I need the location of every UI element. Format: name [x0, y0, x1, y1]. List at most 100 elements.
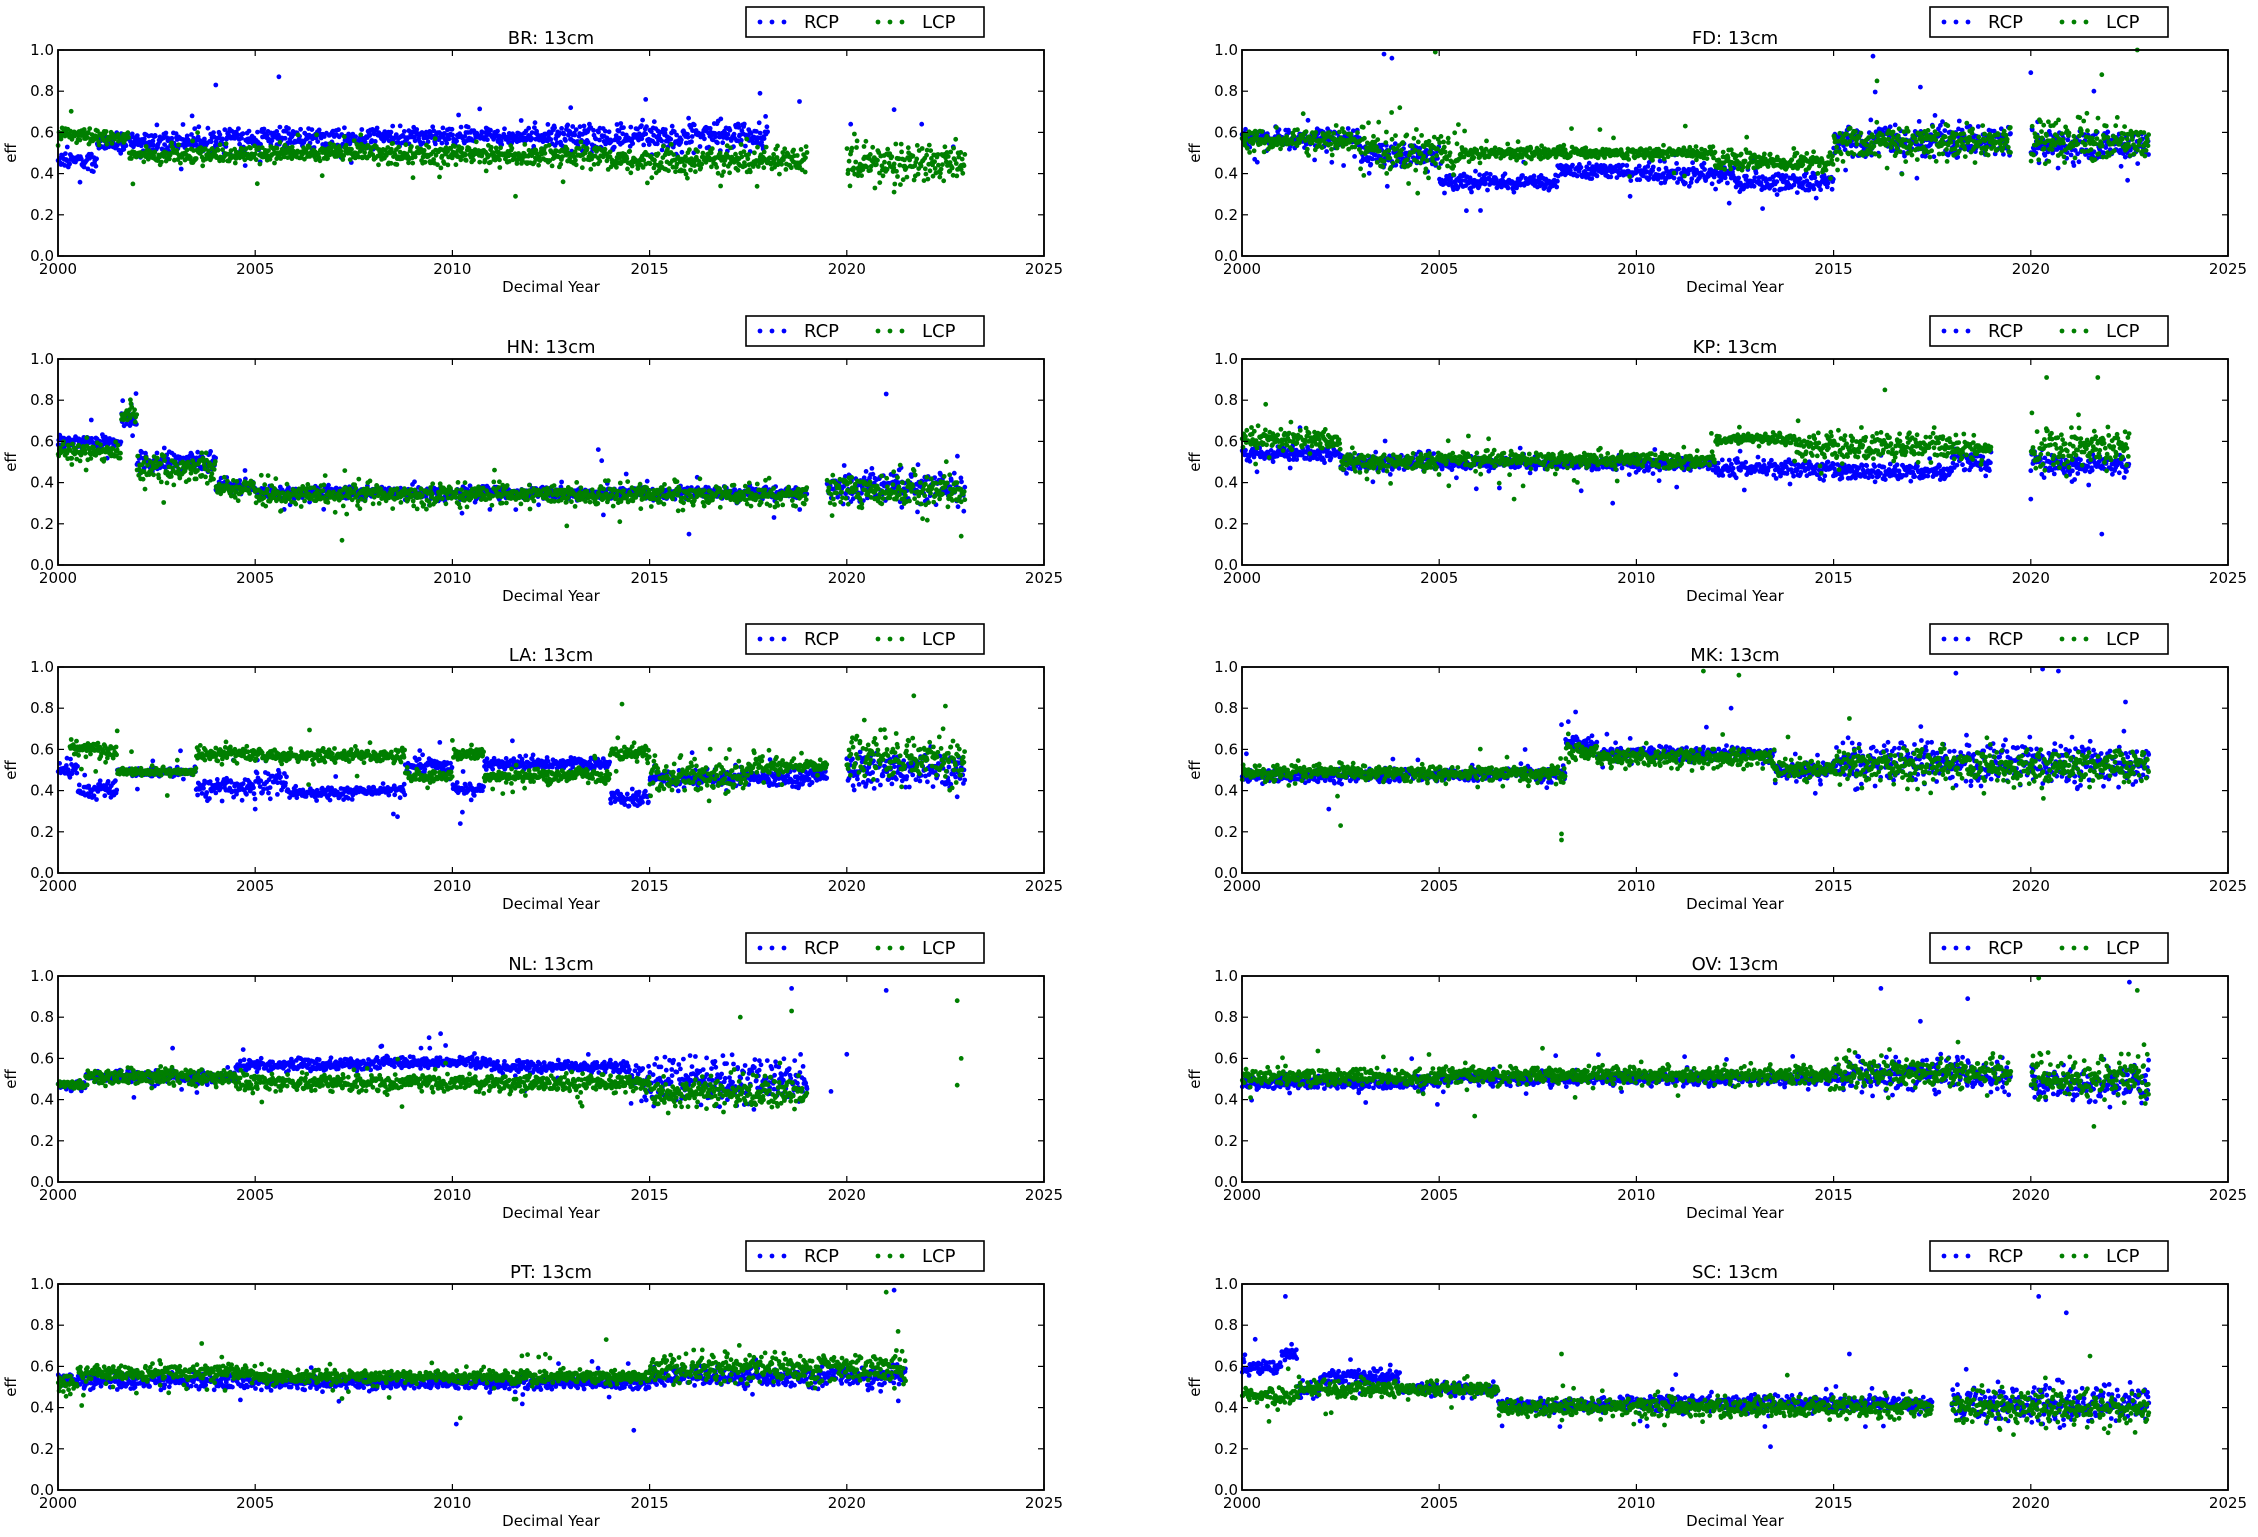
point-rcp [179, 167, 184, 172]
point-rcp [1754, 171, 1759, 176]
point-rcp [618, 121, 623, 126]
point-lcp [805, 150, 810, 155]
point-rcp [1818, 187, 1823, 192]
point-rcp [1488, 172, 1493, 177]
point-rcp [485, 137, 490, 142]
point-lcp [498, 145, 503, 150]
point-rcp [1873, 90, 1878, 95]
point-lcp [318, 158, 323, 163]
point-lcp [579, 140, 584, 145]
point-lcp [97, 143, 102, 148]
point-lcp [659, 160, 664, 165]
point-rcp [702, 136, 707, 141]
point-lcp [958, 150, 963, 155]
point-lcp [746, 152, 751, 157]
point-rcp [591, 128, 596, 133]
point-lcp [853, 160, 858, 165]
point-rcp [1657, 167, 1662, 172]
point-rcp [726, 132, 731, 137]
point-rcp [715, 140, 720, 145]
point-rcp [565, 123, 570, 128]
point-lcp [728, 145, 733, 150]
point-rcp [2105, 130, 2110, 135]
point-lcp [396, 145, 401, 150]
point-lcp [233, 161, 238, 166]
point-rcp [502, 126, 507, 131]
point-rcp [607, 129, 612, 134]
point-rcp [1512, 190, 1517, 195]
point-rcp [211, 130, 216, 135]
point-lcp [126, 130, 131, 135]
point-rcp [65, 145, 70, 150]
point-rcp [1843, 168, 1848, 173]
point-rcp [192, 126, 197, 131]
point-rcp [1595, 174, 1600, 179]
point-lcp [1252, 148, 1257, 153]
point-lcp [762, 150, 767, 155]
point-rcp [574, 127, 579, 132]
point-lcp [200, 163, 205, 168]
point-rcp [78, 180, 83, 185]
point-lcp [782, 146, 787, 151]
point-lcp-outlier [513, 194, 518, 199]
point-rcp [164, 131, 169, 136]
chart-title: BR: 13cm [508, 28, 594, 49]
point-rcp [389, 130, 394, 135]
point-lcp [692, 163, 697, 168]
point-lcp [342, 134, 347, 139]
point-lcp [153, 150, 158, 155]
point-rcp [680, 150, 685, 155]
point-lcp [799, 147, 804, 152]
point-rcp [390, 124, 395, 129]
point-lcp [893, 142, 898, 147]
point-rcp [1469, 190, 1474, 195]
point-rcp [765, 129, 770, 134]
point-lcp [588, 167, 593, 172]
point-rcp-outlier [277, 74, 282, 79]
point-rcp [1368, 162, 1373, 167]
point-lcp [755, 145, 760, 150]
point-lcp [960, 171, 965, 176]
point-rcp [708, 126, 713, 131]
point-lcp [454, 162, 459, 167]
point-rcp [181, 122, 186, 127]
point-lcp [1292, 134, 1297, 139]
point-rcp [686, 135, 691, 140]
point-rcp [1676, 167, 1681, 172]
point-rcp-outlier [190, 114, 195, 119]
point-rcp [663, 127, 668, 132]
point-lcp [497, 157, 502, 162]
point-rcp [2056, 166, 2061, 171]
point-lcp [258, 162, 263, 167]
point-rcp [218, 132, 223, 137]
point-rcp [1702, 167, 1707, 172]
point-rcp [359, 127, 364, 132]
point-lcp [105, 142, 110, 147]
point-rcp [1312, 158, 1317, 163]
point-rcp [1942, 128, 1947, 133]
point-rcp [1554, 185, 1559, 190]
legend-label-rcp: RCP [804, 12, 839, 33]
point-lcp [224, 141, 229, 146]
point-rcp [1674, 161, 1679, 166]
point-lcp [87, 126, 92, 131]
point-lcp-outlier [959, 163, 964, 168]
point-rcp [466, 125, 471, 130]
point-lcp [426, 145, 431, 150]
point-lcp [307, 144, 312, 149]
point-rcp [1506, 186, 1511, 191]
point-rcp [1442, 191, 1447, 196]
point-rcp-outlier [2028, 70, 2033, 75]
point-rcp [336, 127, 341, 132]
point-rcp [2119, 164, 2124, 169]
point-rcp [310, 127, 315, 132]
point-lcp [195, 130, 200, 135]
point-lcp [409, 144, 414, 149]
point-lcp [1305, 147, 1310, 152]
point-lcp [1327, 130, 1332, 135]
point-lcp [577, 146, 582, 151]
point-rcp [1485, 188, 1490, 193]
point-lcp [682, 163, 687, 168]
point-rcp [67, 162, 72, 167]
point-lcp [510, 146, 515, 151]
